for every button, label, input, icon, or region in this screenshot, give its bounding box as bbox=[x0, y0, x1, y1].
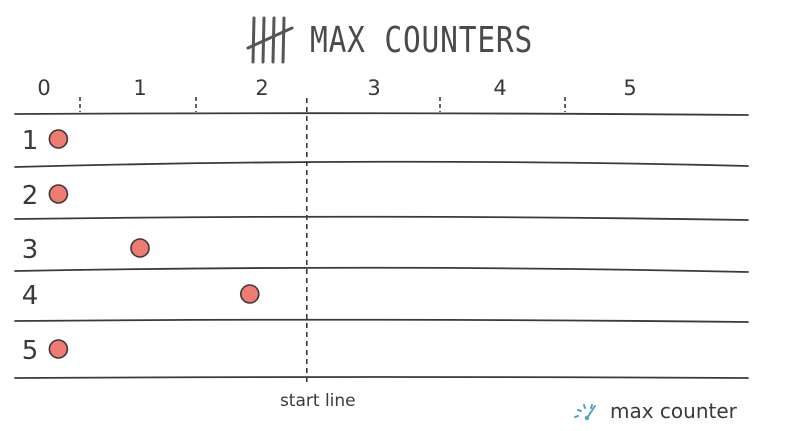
column-ticks bbox=[79, 97, 566, 112]
legend-label: max counter bbox=[610, 399, 737, 423]
counter-marker bbox=[48, 184, 69, 204]
row-label: 1 bbox=[22, 126, 39, 156]
row-label: 3 bbox=[22, 235, 39, 265]
counter-marker bbox=[48, 339, 69, 359]
start-line-label: start line bbox=[280, 391, 356, 411]
row-label: 4 bbox=[22, 281, 39, 311]
column-label: 5 bbox=[623, 76, 636, 100]
column-label: 2 bbox=[255, 76, 268, 100]
lane-line bbox=[14, 215, 749, 221]
lane-line bbox=[14, 318, 749, 323]
column-label: 3 bbox=[367, 76, 380, 100]
page-title: MAX COUNTERS bbox=[310, 19, 534, 61]
tally-marks-icon bbox=[246, 16, 294, 64]
counter-marker bbox=[48, 129, 69, 149]
lane-lines bbox=[14, 112, 749, 379]
counter-marker bbox=[240, 284, 260, 304]
column-label: 0 bbox=[37, 76, 50, 100]
column-labels: 0 1 2 3 4 5 bbox=[37, 76, 636, 100]
title: MAX COUNTERS bbox=[246, 14, 582, 66]
lane-line bbox=[14, 112, 749, 116]
column-label: 4 bbox=[493, 76, 506, 100]
counter-markers bbox=[48, 129, 260, 359]
lane-line bbox=[14, 160, 749, 168]
speedometer-icon bbox=[574, 404, 596, 421]
column-label: 1 bbox=[133, 76, 146, 100]
counter-marker bbox=[130, 238, 150, 258]
lane-line bbox=[14, 376, 749, 379]
row-label: 5 bbox=[22, 336, 39, 366]
row-labels: 1 2 3 4 5 bbox=[22, 126, 39, 366]
lane-line bbox=[14, 266, 749, 273]
row-label: 2 bbox=[22, 181, 39, 211]
legend: max counter bbox=[572, 399, 737, 423]
